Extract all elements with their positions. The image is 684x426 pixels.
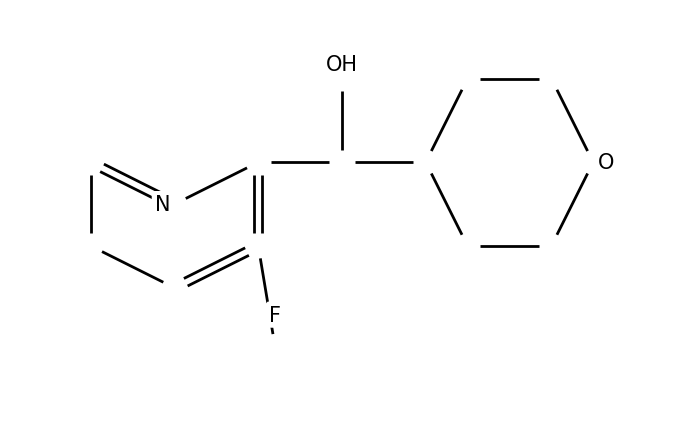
- Text: OH: OH: [326, 55, 358, 75]
- Text: N: N: [155, 195, 170, 215]
- Text: N: N: [155, 195, 170, 215]
- Text: F: F: [269, 305, 281, 325]
- Text: F: F: [269, 305, 281, 325]
- Text: O: O: [597, 153, 614, 173]
- Text: O: O: [597, 153, 614, 173]
- Text: OH: OH: [326, 55, 358, 75]
